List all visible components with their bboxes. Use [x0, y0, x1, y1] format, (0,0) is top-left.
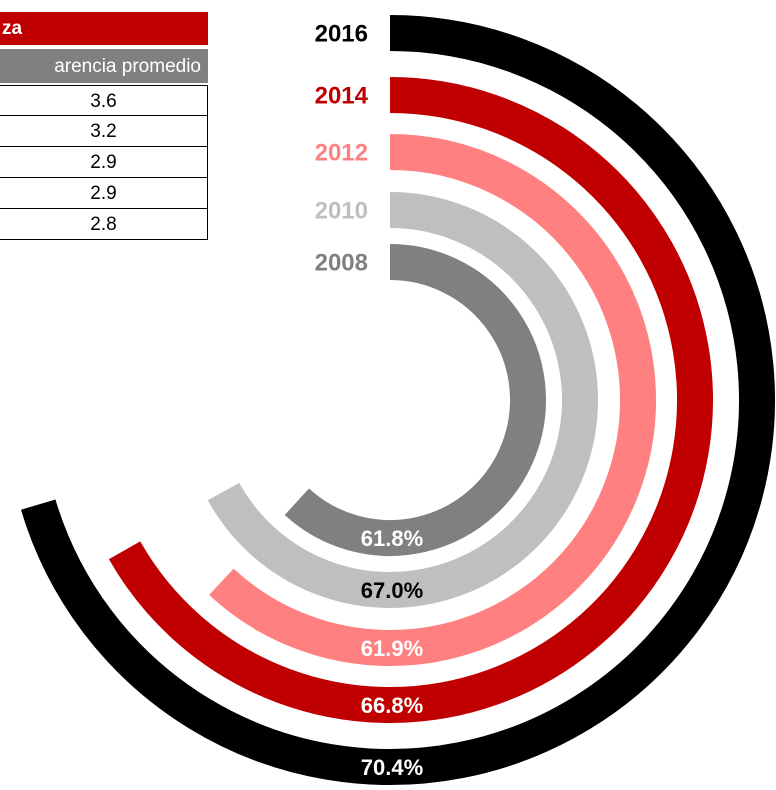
- radial-bar: [209, 134, 656, 666]
- category-label: 2008: [315, 249, 368, 276]
- value-label: 61.9%: [361, 636, 423, 661]
- category-label: 2012: [315, 139, 368, 166]
- table-cell: 2.9: [0, 178, 208, 209]
- table: za arencia promedio 3.6 3.2 2.9 2.9 2.8: [0, 12, 208, 240]
- table-column-header: arencia promedio: [0, 49, 208, 83]
- category-label: 2010: [315, 197, 368, 224]
- value-label: 70.4%: [361, 755, 423, 780]
- value-label: 61.8%: [361, 526, 423, 551]
- table-cell: 3.6: [0, 85, 208, 116]
- table-body: 3.6 3.2 2.9 2.9 2.8: [0, 85, 208, 240]
- table-cell: 2.9: [0, 147, 208, 178]
- category-label: 2014: [315, 82, 369, 109]
- table-cell: 2.8: [0, 209, 208, 240]
- value-label: 66.8%: [361, 693, 423, 718]
- radial-bar: [284, 244, 546, 556]
- table-header: za: [0, 12, 208, 45]
- category-label: 2016: [315, 20, 368, 47]
- radial-bar: [108, 77, 713, 723]
- radial-bar: [207, 192, 598, 608]
- value-label: 67.0%: [361, 578, 423, 603]
- table-cell: 3.2: [0, 116, 208, 147]
- radial-bar: [20, 15, 775, 785]
